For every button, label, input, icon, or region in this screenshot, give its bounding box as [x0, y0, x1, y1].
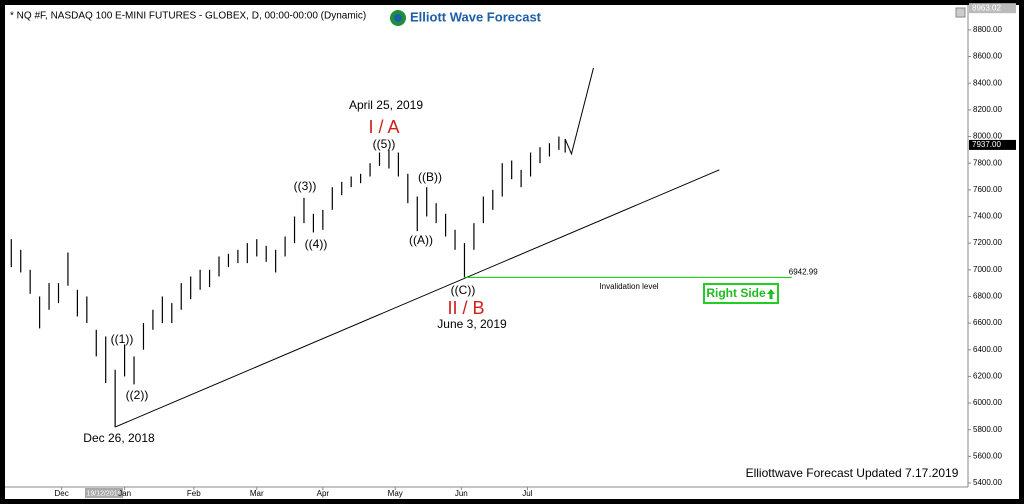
x-tick-label: May: [388, 489, 403, 498]
frame: [5, 5, 1019, 499]
price-marker: [969, 3, 1016, 14]
x-tick-label: Mar: [250, 489, 264, 498]
y-tick-label: 8600.00: [973, 52, 1002, 61]
y-tick-label: 8200.00: [973, 105, 1002, 114]
wave-label: ((2)): [126, 388, 149, 402]
y-tick-label: 6200.00: [973, 372, 1002, 381]
y-tick-label: 7800.00: [973, 158, 1002, 167]
y-tick-label: 5400.00: [973, 478, 1002, 487]
y-tick-label: 8800.00: [973, 25, 1002, 34]
y-tick-label: 7400.00: [973, 212, 1002, 221]
annotation: Dec 26, 2018: [83, 431, 155, 445]
invalidation-text: Invalidation level: [599, 282, 658, 291]
wave-label: ((B)): [418, 170, 442, 184]
price-marker: [969, 139, 1016, 150]
price-marker-label: 8963.02: [972, 3, 1001, 12]
x-tick-label: Jan: [118, 489, 131, 498]
y-tick-label: 8000.00: [973, 132, 1002, 141]
wave-label: ((C)): [451, 283, 476, 297]
x-tick-label: Feb: [187, 489, 201, 498]
x-tick-label: Jun: [455, 489, 468, 498]
footer: Elliottwave Forecast Updated 7.17.2019: [746, 466, 959, 480]
y-tick-label: 6600.00: [973, 318, 1002, 327]
wave-label: I / A: [368, 117, 399, 137]
y-tick-label: 7200.00: [973, 238, 1002, 247]
y-tick-label: 7600.00: [973, 185, 1002, 194]
wave-label: ((A)): [409, 233, 433, 247]
wave-label: ((4)): [305, 237, 328, 251]
x-tick-label: Apr: [317, 489, 330, 498]
annotation: June 3, 2019: [437, 317, 507, 331]
right-side-box: [703, 283, 779, 304]
x-tick-label: Dec: [55, 489, 69, 498]
price-marker-label: 7937.00: [972, 140, 1001, 149]
chart-title: * NQ #F, NASDAQ 100 E-MINI FUTURES - GLO…: [10, 11, 366, 22]
logo-text: Elliott Wave Forecast: [410, 9, 542, 24]
y-tick-label: 5800.00: [973, 425, 1002, 434]
wave-label: ((3)): [294, 179, 317, 193]
y-tick-label: 5600.00: [973, 451, 1002, 460]
y-tick-label: 8400.00: [973, 78, 1002, 87]
y-tick-label: 6400.00: [973, 345, 1002, 354]
cursor-label: 19/12/2018: [86, 490, 121, 497]
y-tick-label: 6000.00: [973, 398, 1002, 407]
trendline: [114, 169, 720, 428]
annotation: April 25, 2019: [349, 98, 423, 112]
wave-label: ((1)): [111, 332, 134, 346]
x-tick-label: Jul: [522, 489, 532, 498]
menu-icon[interactable]: [955, 7, 966, 18]
arrow-up-icon: [767, 289, 775, 299]
invalidation-value: 6942.99: [789, 267, 818, 276]
right-side-text: Right Side: [706, 286, 766, 300]
projection-path: [564, 67, 594, 156]
wave-label: ((5)): [373, 137, 396, 151]
logo-icon-inner: [394, 14, 402, 22]
y-tick-label: 7000.00: [973, 265, 1002, 274]
cursor-box: [85, 488, 123, 498]
wave-label: II / B: [447, 298, 484, 318]
y-tick-label: 6800.00: [973, 292, 1002, 301]
